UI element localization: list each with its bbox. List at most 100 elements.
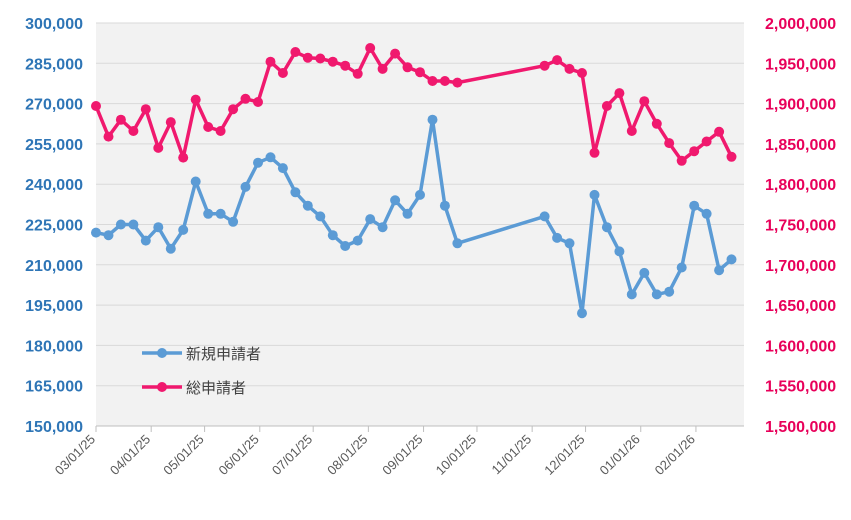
legend-label: 総申請者: [186, 379, 246, 397]
x-tick-label: 01/01/26: [596, 432, 642, 478]
y-right-tick-label: 1,950,000: [765, 56, 836, 73]
y-left-tick-label: 270,000: [25, 97, 83, 114]
data-point: [302, 200, 313, 211]
data-point: [91, 227, 101, 238]
data-point: [651, 289, 662, 300]
y-left-tick-label: 225,000: [25, 218, 83, 235]
data-point: [203, 208, 214, 219]
data-point: [277, 68, 288, 78]
data-point: [689, 200, 700, 211]
data-point: [365, 214, 376, 225]
data-point: [190, 94, 201, 105]
data-point: [427, 76, 438, 86]
data-point: [265, 152, 276, 163]
data-point: [415, 189, 425, 200]
data-point: [539, 211, 550, 222]
data-point: [240, 181, 251, 192]
data-point: [365, 43, 376, 53]
data-point: [439, 200, 450, 211]
data-point: [689, 146, 700, 157]
data-point: [564, 238, 575, 249]
data-point: [277, 163, 288, 174]
y-right-tick-label: 2,000,000: [765, 16, 836, 33]
data-point: [190, 176, 201, 187]
data-point: [340, 60, 351, 71]
data-point: [240, 93, 251, 104]
data-point: [178, 224, 189, 235]
data-point: [452, 77, 463, 88]
y-left-tick-label: 195,000: [25, 298, 83, 315]
data-point: [427, 114, 438, 125]
data-point: [651, 118, 662, 129]
data-point: [577, 308, 587, 319]
data-point: [377, 63, 388, 74]
series-line: [94, 46, 734, 163]
x-tick-label: 08/01/25: [324, 432, 370, 478]
y-left-tick-label: 300,000: [25, 16, 83, 33]
data-point: [726, 254, 737, 265]
y-right-tick-label: 1,700,000: [765, 258, 836, 275]
legend-swatch-marker: [157, 382, 167, 392]
y-right-tick-label: 1,900,000: [765, 97, 836, 114]
data-point: [701, 208, 712, 219]
data-point: [539, 60, 550, 71]
data-point: [601, 222, 612, 233]
y-right-tick-label: 1,600,000: [765, 338, 836, 355]
data-point: [290, 47, 301, 57]
data-point: [601, 101, 612, 111]
x-tick-label: 11/01/25: [489, 432, 535, 478]
x-tick-label: 07/01/25: [269, 432, 315, 478]
data-point: [340, 241, 351, 251]
y-left-tick-label: 150,000: [25, 419, 83, 436]
legend-swatch-marker: [157, 348, 167, 358]
x-tick-label: 06/01/25: [216, 432, 262, 478]
data-point: [128, 219, 139, 230]
data-point: [103, 230, 114, 241]
data-point: [402, 208, 413, 219]
data-point: [614, 246, 625, 257]
data-point: [128, 126, 139, 136]
x-tick-label: 03/01/25: [52, 432, 98, 478]
data-point: [352, 235, 363, 246]
data-point: [415, 67, 425, 78]
data-point: [103, 131, 114, 142]
data-point: [165, 117, 176, 128]
legend-item: 新規申請者: [142, 345, 261, 363]
data-point: [91, 101, 101, 111]
data-point: [552, 55, 563, 66]
data-point: [639, 267, 650, 278]
data-point: [253, 157, 263, 168]
data-point: [714, 126, 725, 137]
y-right-tick-label: 1,650,000: [765, 298, 836, 315]
y-right-tick-label: 1,750,000: [765, 218, 836, 235]
data-point: [577, 68, 587, 78]
data-point: [439, 76, 450, 86]
data-point: [178, 152, 189, 163]
data-point: [228, 216, 239, 227]
y-left-tick-label: 255,000: [25, 137, 83, 154]
y-left-tick-label: 285,000: [25, 56, 83, 73]
data-point: [115, 114, 126, 125]
y-right-tick-label: 1,550,000: [765, 379, 836, 396]
data-point: [315, 211, 326, 222]
series-2: [91, 43, 737, 166]
data-point: [390, 195, 401, 206]
data-point: [153, 142, 164, 153]
data-point: [352, 68, 363, 79]
data-point: [452, 238, 463, 249]
data-point: [614, 88, 625, 99]
data-point: [676, 155, 687, 166]
data-point: [203, 122, 214, 132]
data-point: [589, 147, 600, 158]
series-line: [94, 117, 734, 315]
data-point: [377, 222, 388, 233]
data-point: [726, 151, 737, 162]
data-point: [265, 56, 276, 67]
data-point: [228, 104, 239, 115]
x-tick-label: 02/01/26: [652, 432, 698, 478]
data-point: [664, 286, 675, 297]
data-point: [327, 230, 338, 241]
series-1: [91, 114, 737, 319]
